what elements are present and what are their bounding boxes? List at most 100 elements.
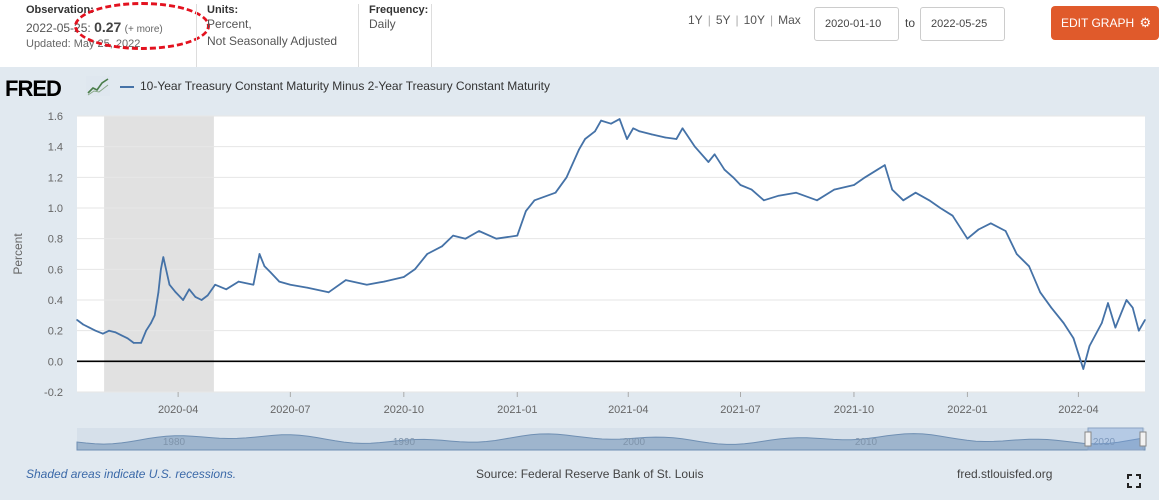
series-point [1082,368,1085,370]
series-point [237,280,240,283]
observation-date: 2022-05-25: [26,21,91,35]
series-point [150,322,152,324]
series-point [1131,306,1134,309]
observation-value: 0.27 [94,19,122,35]
navigator-right-handle[interactable] [1139,431,1147,447]
series-point [88,326,91,329]
series-point [160,268,162,271]
series-point [565,176,568,179]
series-point [525,210,527,212]
series-point [578,148,580,151]
series-point [902,199,905,202]
gear-icon: ⚙ [1139,15,1152,30]
navigator-chart[interactable]: 1980 1990 2000 2010 2020 [0,426,1159,452]
series-point [188,288,191,291]
navigator-year-label: 2000 [623,437,646,448]
series-point [174,291,177,294]
fullscreen-icon[interactable] [1127,474,1141,488]
x-tick-label: 2021-04 [608,404,648,416]
series-point [345,279,347,281]
series-point [750,188,753,191]
range-1y-link[interactable]: 1Y [688,13,703,27]
series-point [278,280,281,283]
x-tick-label: 2020-04 [158,404,198,416]
range-max-link[interactable]: Max [778,13,801,27]
series-point [876,168,879,171]
series-point [777,194,780,197]
series-point [795,191,797,194]
range-5y-link[interactable]: 5Y [715,13,731,27]
x-tick-label: 2021-07 [720,404,760,416]
series-point [951,214,954,217]
units-label: Units: [207,4,239,16]
navigator-window[interactable] [1087,427,1144,451]
series-point [632,127,634,130]
x-tick-label: 2020-10 [384,404,424,416]
series-point [1004,230,1007,232]
navigator-year-label: 1990 [393,437,416,448]
fred-sparkline-icon [86,76,110,96]
to-label: to [905,16,916,30]
units-panel: Units: Percent, Not Seasonally Adjusted [196,4,356,67]
start-date-input[interactable]: 2020-01-10 [814,7,899,41]
series-point [977,228,980,231]
y-tick-label: 0.6 [48,264,63,276]
main-chart: 1.6 1.4 1.2 1.0 0.8 0.6 0.4 0.2 0.0 -0.2 2020-04 20… [11,111,1146,416]
series-point [1125,299,1128,301]
series-point [1144,319,1146,321]
series-point [610,122,612,125]
series-point [928,199,930,202]
frequency-value: Daily [369,17,396,31]
navigator-area [76,433,1146,451]
series-point [258,253,261,255]
series-point [157,291,160,294]
recession-shade [104,116,214,392]
y-tick-label: -0.2 [44,387,63,399]
top-bar: Observation: 2022-05-25: 0.27 (+ more) U… [0,0,1159,67]
y-tick-label: 0.2 [48,326,63,338]
navigator-year-label: 2020 [1093,437,1116,448]
series-point [114,331,117,333]
edit-graph-button[interactable]: EDIT GRAPH ⚙ [1051,6,1159,40]
series-point [584,138,586,140]
x-tick-label: 2021-01 [497,404,537,416]
series-point [102,332,104,335]
series-point [252,283,255,286]
series-point [306,286,309,289]
series-point [145,329,147,332]
series-point [600,119,602,122]
series-point [289,283,292,286]
series-point [1072,337,1075,340]
series-point [452,234,454,237]
series-point [739,184,742,186]
series-point [194,296,197,298]
end-date-input[interactable]: 2022-05-25 [920,7,1005,41]
series-point [269,271,272,274]
fred-logo[interactable]: FRED [5,76,62,101]
legend-series-label: 10-Year Treasury Constant Maturity Minus… [140,79,550,93]
series-point [366,283,368,286]
navigator-left-handle[interactable] [1084,431,1092,447]
series-point [626,138,628,140]
series-point [516,234,519,237]
series-point [1101,322,1103,324]
series-point [478,230,480,232]
legend-swatch [120,86,134,88]
range-10y-link[interactable]: 10Y [743,13,765,27]
series-point [1077,352,1080,355]
site-link[interactable]: fred.stlouisfed.org [957,467,1053,481]
series-point [554,191,557,194]
updated-date: Updated: May 25, 2022 [26,38,141,50]
series-point [1088,345,1091,347]
series-point [153,314,156,317]
series-point [723,168,726,171]
x-tick-label: 2020-07 [270,404,310,416]
observation-more-link[interactable]: (+ more) [124,24,163,35]
series-point [82,323,84,326]
y-tick-label: 0.4 [48,295,63,307]
series-point [650,133,653,136]
series-point [495,237,498,240]
y-tick-label: 1.6 [48,111,63,123]
series-point [94,329,97,332]
series-point [1050,306,1053,309]
